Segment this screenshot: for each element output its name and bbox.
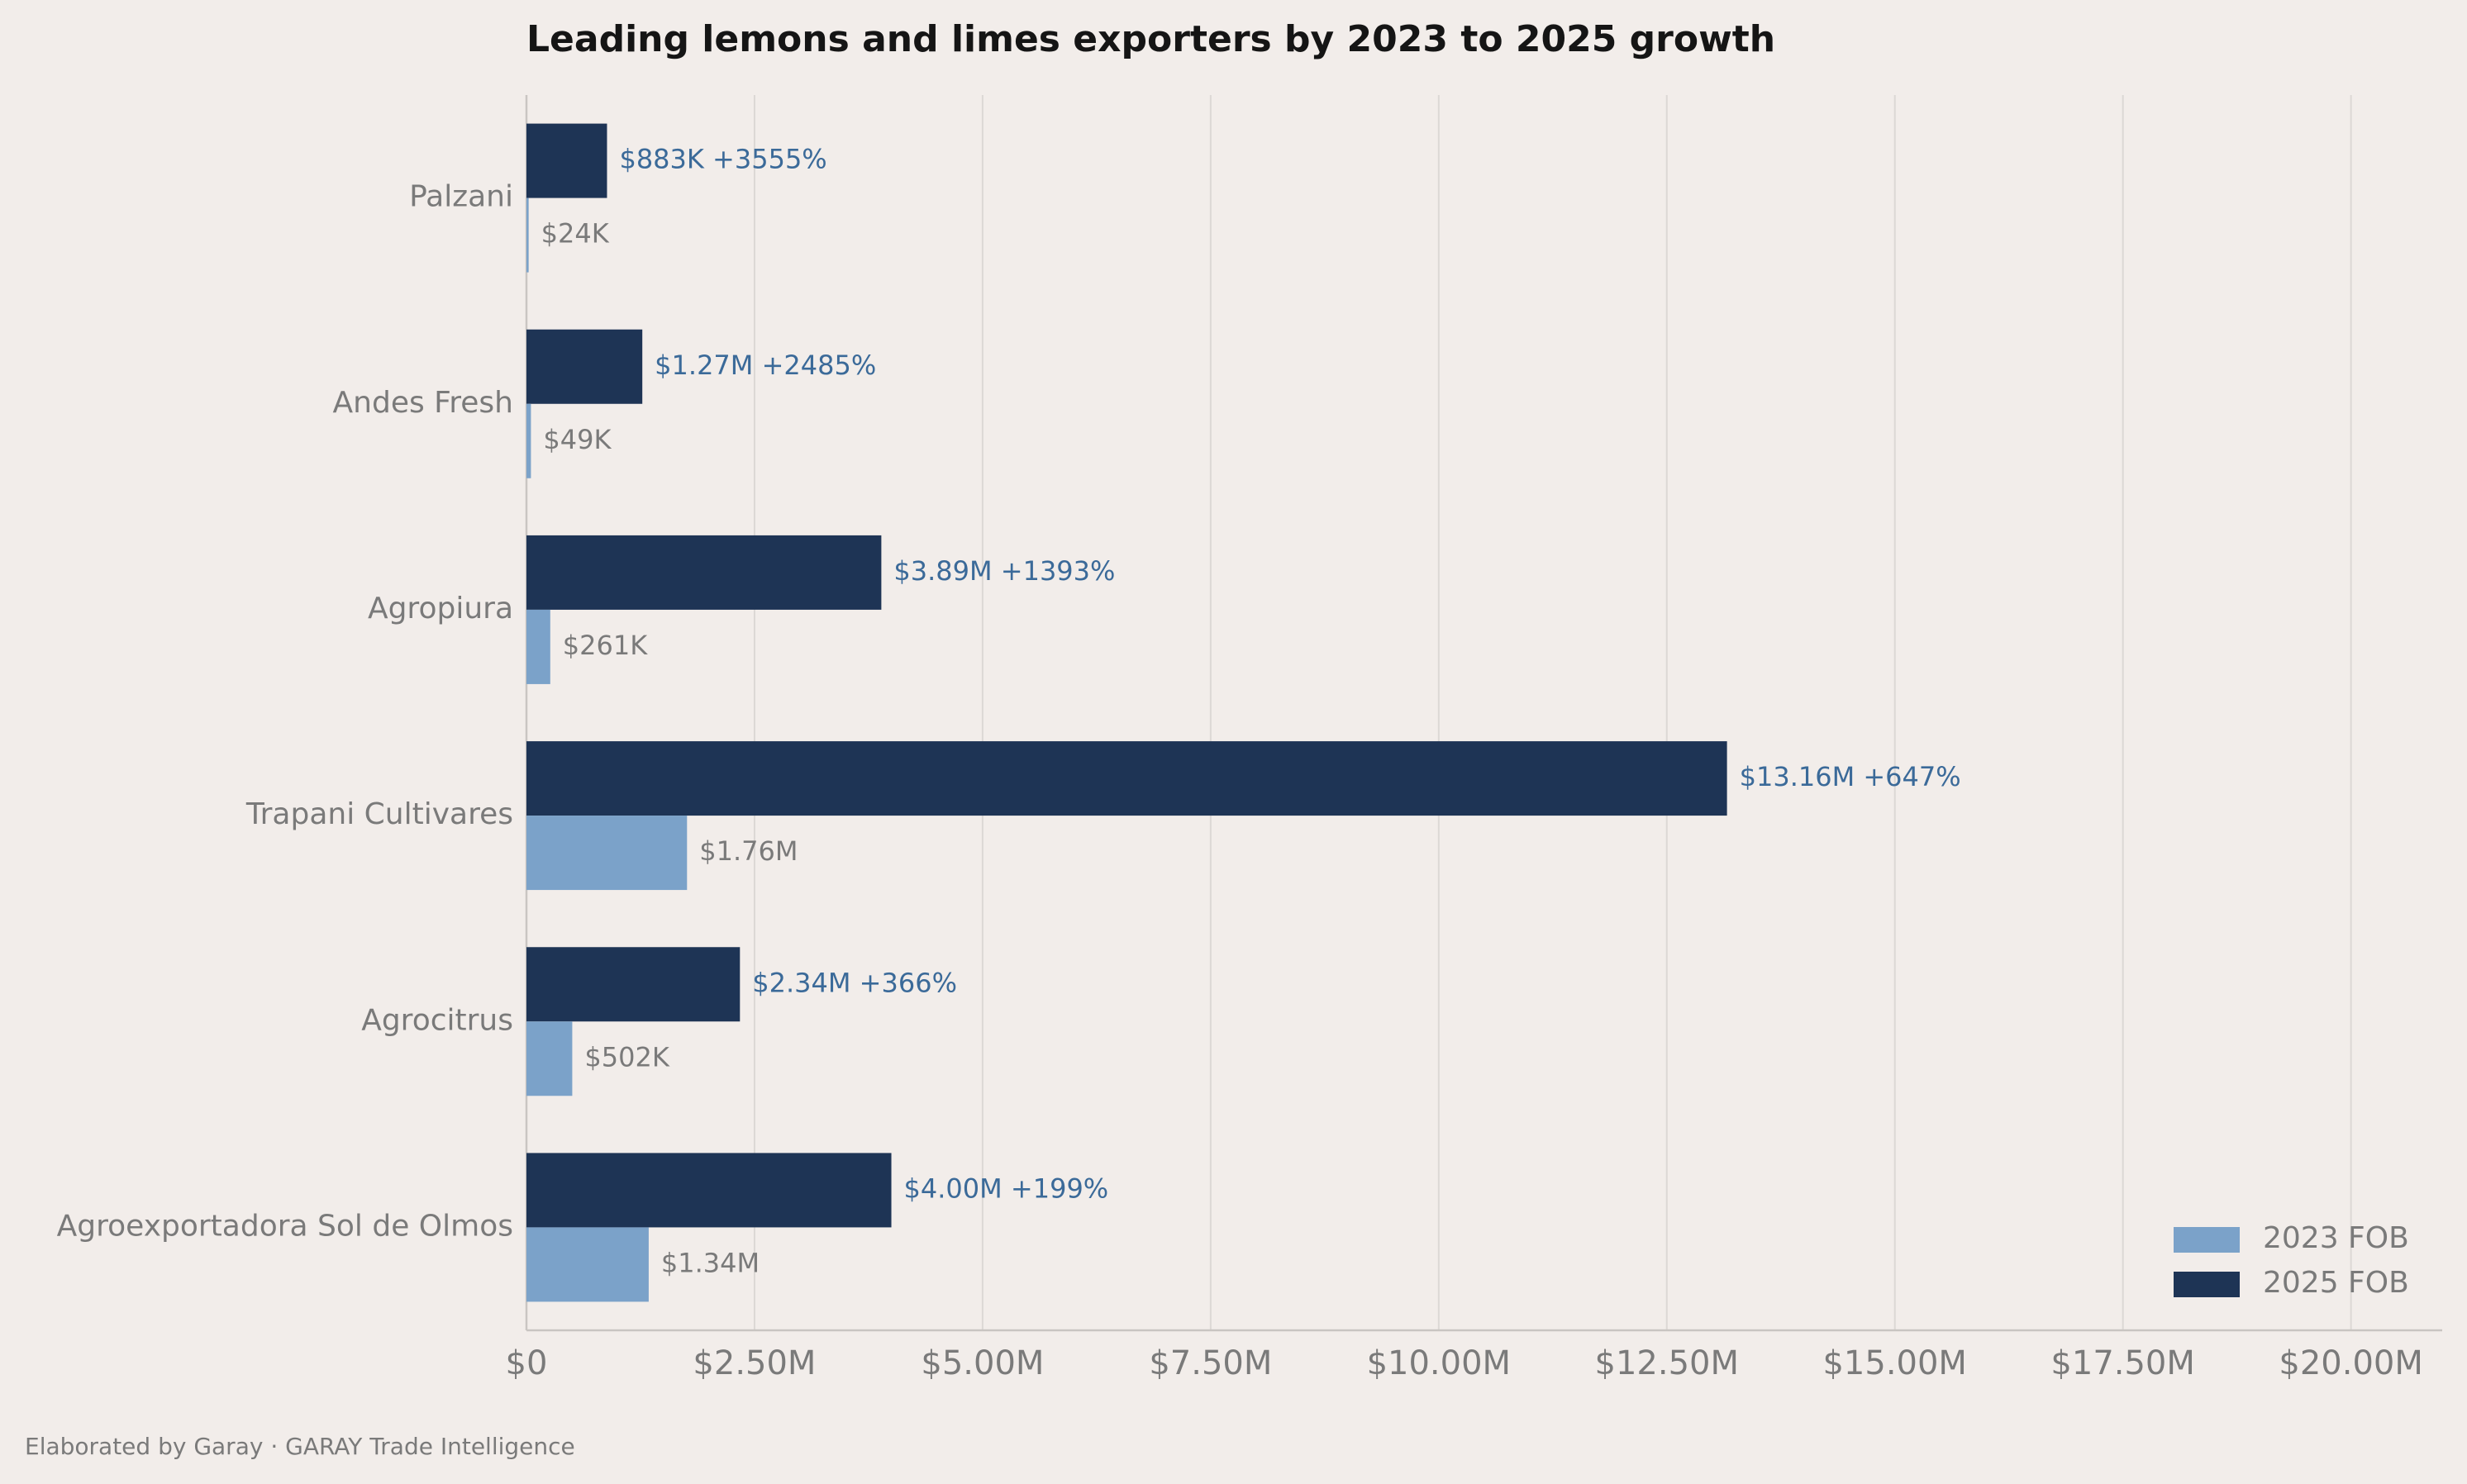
bar-2023 (526, 1021, 573, 1096)
category-label: Andes Fresh (333, 386, 513, 420)
x-tick-label: $0 (506, 1344, 548, 1382)
bar-2023 (526, 197, 529, 273)
x-tick-label: $5.00M (921, 1344, 1044, 1382)
bar-2025 (526, 535, 882, 610)
data-label-2025: $2.34M +366% (752, 967, 957, 998)
category-labels: Palzani Andes Fresh Agropiura Trapani Culti… (57, 180, 513, 1244)
data-label-2025: $3.89M +1393% (893, 555, 1115, 587)
legend-label-2025: 2025 FOB (2263, 1266, 2409, 1300)
data-label-2025: $13.16M +647% (1740, 761, 1961, 792)
x-tick-label: $7.50M (1149, 1344, 1272, 1382)
x-tick-label: $10.00M (1367, 1344, 1511, 1382)
legend-swatch-2025 (2174, 1272, 2240, 1297)
category-label: Trapani Cultivares (245, 797, 513, 831)
data-label-2025: $1.27M +2485% (655, 350, 876, 381)
data-label-2025: $883K +3555% (619, 144, 826, 175)
bar-2023 (526, 403, 531, 478)
bar-labels: $883K +3555% $24K $1.27M +2485% $49K $3.89M … (541, 144, 1961, 1279)
legend-label-2023: 2023 FOB (2263, 1221, 2409, 1255)
x-tick-label: $12.50M (1595, 1344, 1739, 1382)
bar-2025 (526, 947, 741, 1022)
bar-2023 (526, 816, 688, 891)
grid-lines (525, 95, 2442, 1332)
bars (526, 123, 1727, 1302)
bar-2023 (526, 609, 550, 684)
data-label-2025: $4.00M +199% (904, 1172, 1109, 1204)
category-label: Agropiura (368, 592, 513, 625)
category-label: Agroexportadora Sol de Olmos (57, 1209, 513, 1243)
chart-title: Leading lemons and limes exporters by 20… (526, 18, 1775, 60)
x-tick-label: $2.50M (693, 1344, 816, 1382)
x-tick-label: $15.00M (1822, 1344, 1966, 1382)
legend-swatch-2023 (2174, 1227, 2240, 1253)
data-label-2023: $261K (563, 630, 648, 661)
x-axis-ticks: $0 $2.50M $5.00M $7.50M $10.00M $12.50M $15.00… (506, 1344, 2423, 1382)
x-tick-label: $20.00M (2279, 1344, 2422, 1382)
bar-2025 (526, 741, 1727, 816)
bar-2025 (526, 1153, 892, 1228)
data-label-2023: $1.34M (661, 1247, 760, 1278)
footer-credit: Elaborated by Garay · GARAY Trade Intell… (25, 1433, 575, 1460)
data-label-2023: $502K (584, 1041, 669, 1073)
legend: 2023 FOB 2025 FOB (2174, 1221, 2409, 1300)
category-label: Palzani (409, 180, 513, 214)
data-label-2023: $24K (541, 218, 610, 250)
category-label: Agrocitrus (361, 1003, 513, 1037)
data-label-2023: $1.76M (699, 835, 798, 867)
data-label-2023: $49K (543, 424, 612, 455)
bar-2023 (526, 1227, 649, 1302)
x-tick-label: $17.50M (2050, 1344, 2194, 1382)
bar-2025 (526, 123, 607, 198)
bar-2025 (526, 329, 643, 404)
